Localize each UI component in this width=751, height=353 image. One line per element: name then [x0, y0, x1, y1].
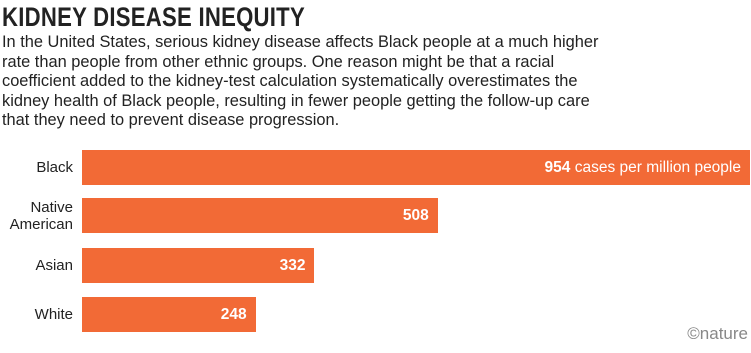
subtitle-line: that they need to prevent disease progre… — [2, 111, 340, 130]
data-label-group: 508 — [403, 198, 429, 233]
data-label: 248 — [220, 306, 247, 323]
bar: 248 — [82, 297, 256, 332]
data-label-group: 954 cases per million people — [545, 150, 741, 185]
category-label: Black — [36, 159, 73, 176]
bar: 954 cases per million people — [82, 150, 750, 185]
category-label: White — [34, 306, 73, 323]
subtitle-line: In the United States, serious kidney dis… — [2, 33, 599, 51]
data-label-group: 332 — [280, 248, 306, 283]
subtitle: In the United States, serious kidney dis… — [2, 33, 598, 131]
bar: 332 — [82, 248, 315, 283]
data-label: 332 — [279, 257, 306, 274]
bar: 508 — [82, 198, 438, 233]
subtitle-line: coefficient added to the kidney-test cal… — [2, 72, 578, 91]
unit-label: cases per million people — [574, 159, 741, 176]
subtitle-line: rate than people from other ethnic group… — [2, 52, 555, 71]
category-label: Asian — [35, 257, 73, 274]
credit: ©nature — [687, 324, 748, 343]
data-label: 508 — [402, 207, 429, 224]
subtitle-line: kidney health of Black people, resulting… — [2, 91, 590, 110]
data-label-group: 248 — [221, 297, 247, 332]
chart-title: KIDNEY DISEASE INEQUITY — [2, 2, 305, 32]
data-label: 954 — [544, 159, 571, 176]
category-label: Native American — [9, 198, 73, 233]
